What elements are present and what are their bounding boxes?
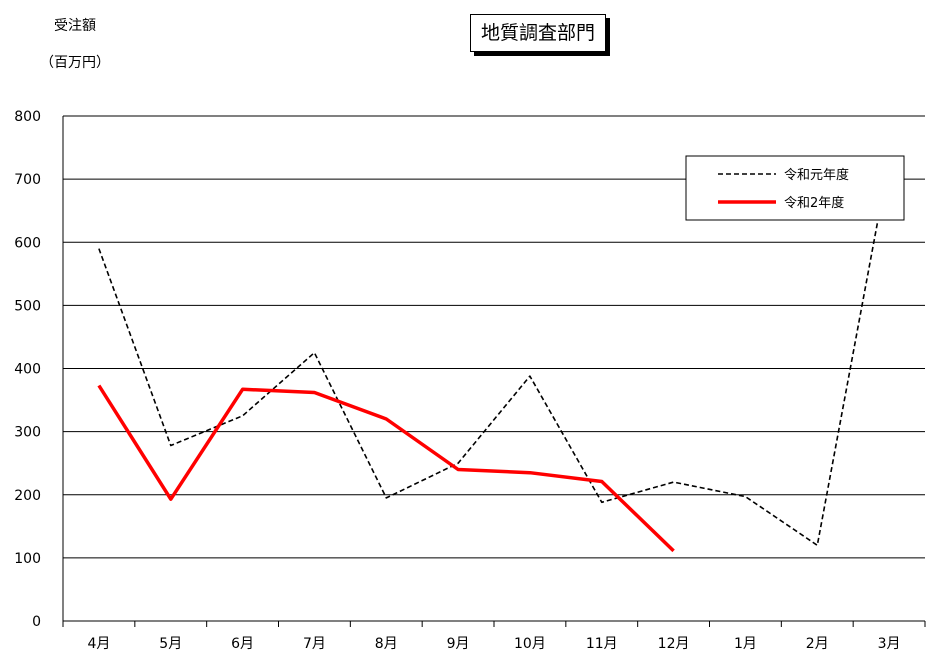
x-tick-label: 1月 — [734, 636, 757, 652]
grid-lines — [63, 115, 925, 559]
y-tick-label: 400 — [14, 362, 41, 378]
x-tick-label: 4月 — [87, 636, 110, 652]
y-tick-labels: 0 100 200 300 400 500 600 700 800 — [14, 109, 41, 630]
series-line-2 — [97, 384, 675, 553]
y-tick-label: 300 — [14, 425, 41, 441]
y-tick-label: 500 — [14, 298, 41, 314]
x-tick-label: 11月 — [586, 636, 618, 652]
y-axis-label-line-2: （百万円） — [40, 55, 110, 71]
series-line-1 — [98, 160, 890, 547]
y-tick-label: 800 — [14, 109, 41, 125]
x-tick-label: 9月 — [447, 636, 470, 652]
x-tick-label: 10月 — [514, 636, 546, 652]
legend-box — [685, 155, 905, 221]
y-tick-label: 700 — [14, 172, 41, 188]
x-tick-label: 12月 — [658, 636, 690, 652]
legend-label-1: 令和元年度 — [784, 167, 849, 183]
y-axis-label-line-1: 受注額 — [54, 18, 96, 34]
x-tick-label: 2月 — [806, 636, 829, 652]
x-tick-label: 6月 — [231, 636, 254, 652]
x-tick-label: 5月 — [159, 636, 182, 652]
x-tick-label: 8月 — [375, 636, 398, 652]
axes — [62, 116, 926, 627]
y-tick-label: 600 — [14, 235, 41, 251]
y-tick-label: 100 — [14, 551, 41, 567]
y-tick-label: 0 — [32, 614, 41, 630]
y-tick-label: 200 — [14, 488, 41, 504]
legend-label-2: 令和2年度 — [784, 195, 844, 211]
x-tick-labels: 4月 5月 6月 7月 8月 9月 10月 11月 12月 1月 2月 3月 — [87, 636, 900, 652]
x-tick-label: 7月 — [303, 636, 326, 652]
data-series — [97, 160, 890, 553]
x-tick-label: 3月 — [878, 636, 901, 652]
chart-title: 地質調査部門 — [470, 14, 607, 52]
